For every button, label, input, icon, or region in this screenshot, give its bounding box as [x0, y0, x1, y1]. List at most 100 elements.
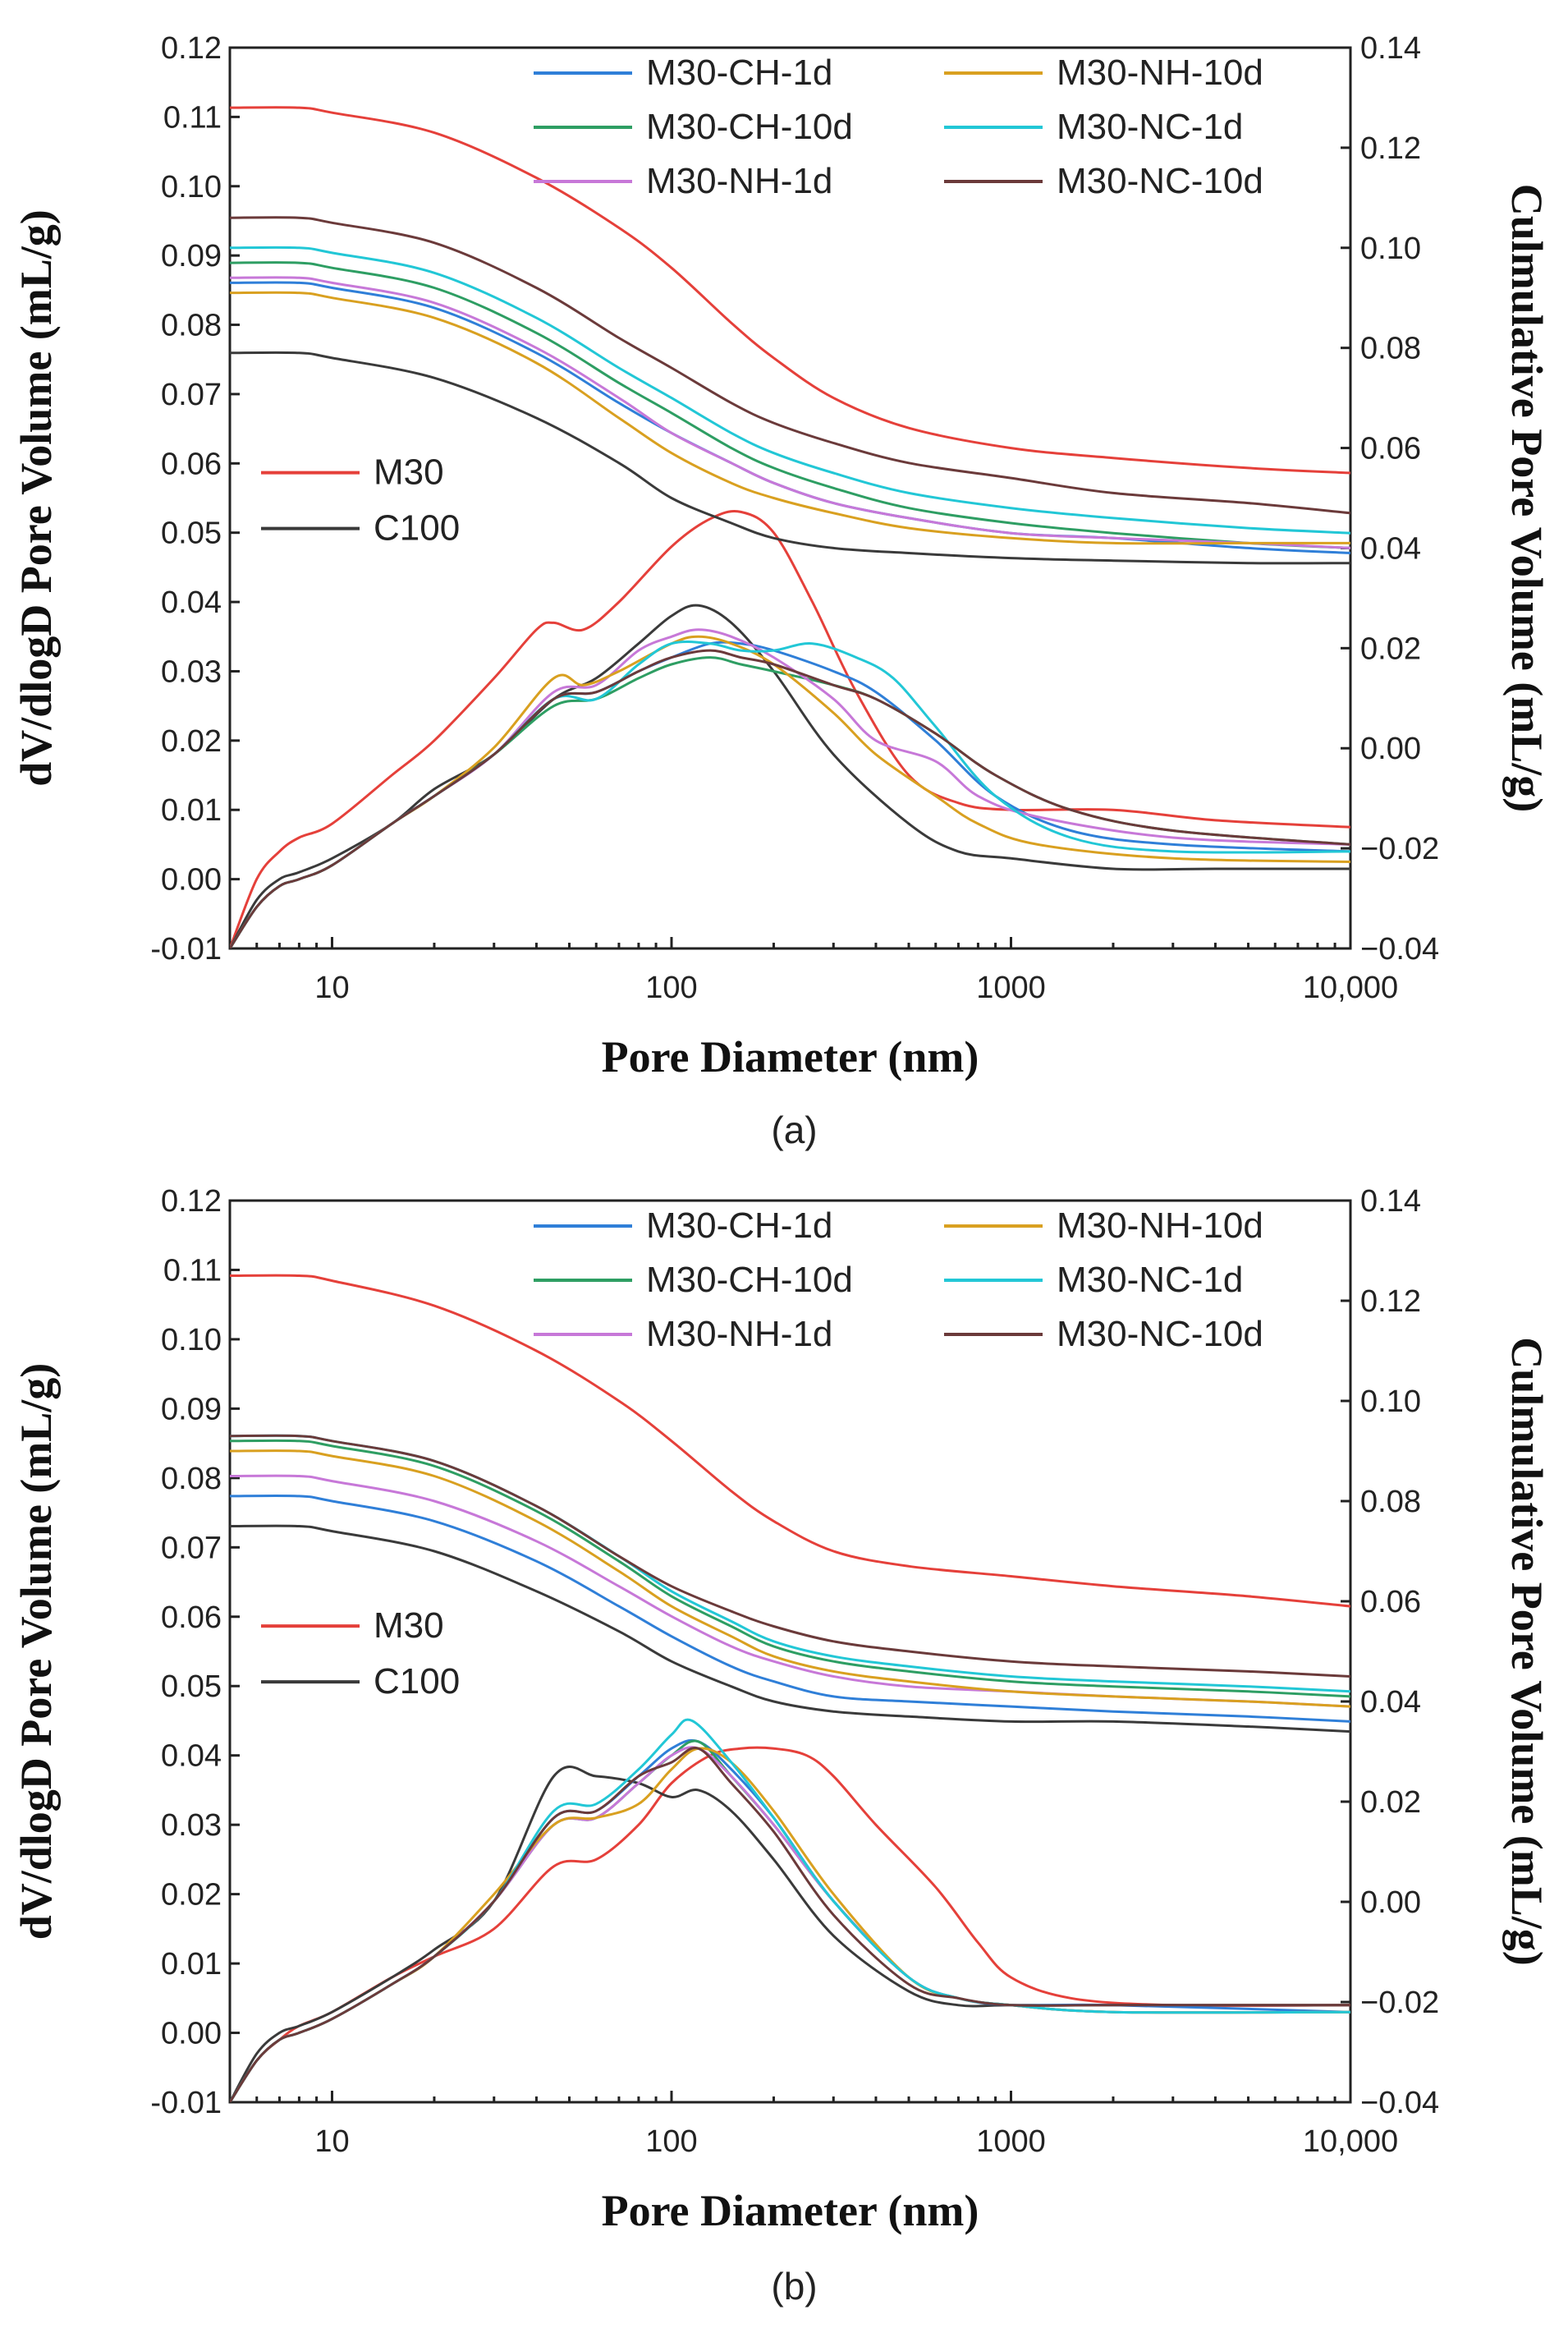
series-line-m30-cumulative [230, 1274, 1350, 1608]
legend-label: M30-NC-1d [1057, 107, 1243, 147]
legend-label: M30-CH-1d [646, 1205, 832, 1246]
y-tick-label: 0.08 [161, 309, 222, 343]
y2-tick-label: −0.02 [1360, 832, 1439, 866]
legend-label: M30-CH-10d [646, 1260, 853, 1300]
legend-label: M30-NH-10d [1057, 53, 1263, 93]
y2-tick-label: 0.10 [1360, 1385, 1421, 1419]
y2-tick-label: −0.02 [1360, 1986, 1439, 2020]
legend-top-right: M30-CH-1d M30-CH-10d M30-NH-1d M30-NH-10d M3… [534, 1205, 1263, 1354]
series-line-m30-nc-10d-dvdlogd [230, 1747, 1350, 2102]
legend-left: M30 C100 [261, 1605, 460, 1701]
y2-tick-label: 0.12 [1360, 131, 1421, 166]
y2-tick-label: 0.00 [1360, 732, 1421, 766]
y-tick-label: 0.09 [161, 239, 222, 273]
y-tick-label: 0.12 [161, 31, 222, 66]
plot-frame [228, 46, 1352, 950]
legend-label: M30-NC-1d [1057, 1260, 1243, 1300]
legend-label: M30-NC-10d [1057, 1314, 1263, 1354]
legend-label: M30-CH-10d [646, 107, 853, 147]
y-tick-label: 0.06 [161, 1600, 222, 1635]
y-tick-label: 0.02 [161, 1878, 222, 1913]
chart-panel-b: -0.01 0.00 0.01 0.02 0.03 0.04 0.05 0.06 0.07 0.0… [11, 1184, 1552, 2308]
legend-label: M30-NH-10d [1057, 1205, 1263, 1246]
y2-tick-label: 0.06 [1360, 1585, 1421, 1619]
series-line-m30-nh-1d-cumulative [230, 276, 1350, 549]
legend-label: C100 [374, 1661, 460, 1701]
y2-tick-label: 0.02 [1360, 1785, 1421, 1820]
y-tick-label: 0.07 [161, 1531, 222, 1565]
y-tick-label: 0.07 [161, 378, 222, 412]
series-line-c100-dvdlogd [230, 1765, 1350, 2102]
y-tick-label: 0.00 [161, 863, 222, 898]
series-line-m30-ch-10d-dvdlogd [230, 1739, 1350, 2102]
y-tick-label: 0.00 [161, 2017, 222, 2051]
y2-tick-label: −0.04 [1360, 2086, 1439, 2120]
y-tick-label: 0.06 [161, 447, 222, 481]
series-line-m30-nh-1d-dvdlogd [230, 1746, 1350, 2102]
series-line-m30-nc-1d-dvdlogd [230, 640, 1350, 948]
y2-tick-label: 0.04 [1360, 531, 1421, 566]
y2-tick-label: 0.02 [1360, 631, 1421, 666]
curves [230, 106, 1350, 948]
x-axis-title: Pore Diameter (nm) [602, 1032, 979, 1081]
legend-label: M30-NH-1d [646, 161, 832, 201]
y-tick-label: -0.01 [150, 2086, 222, 2120]
y-axis-title: dV/dlogD Pore Volume (mL/g) [11, 1363, 61, 1940]
x-axis-title: Pore Diameter (nm) [602, 2186, 979, 2235]
legend-label: M30 [374, 1605, 444, 1646]
y2-tick-label: 0.10 [1360, 232, 1421, 266]
series-line-m30-ch-10d-cumulative [230, 1439, 1350, 1698]
legend-label: M30 [374, 452, 444, 493]
series-line-m30-dvdlogd [230, 510, 1350, 948]
series-line-m30-ch-1d-dvdlogd [230, 1738, 1350, 2102]
series-line-m30-nc-1d-dvdlogd [230, 1718, 1350, 2102]
series-line-m30-cumulative [230, 106, 1350, 475]
y-tick-label: 0.01 [161, 793, 222, 828]
y-tick-label: 0.04 [161, 586, 222, 620]
legend-left: M30 C100 [261, 452, 460, 549]
y2-tick-label: 0.08 [1360, 1485, 1421, 1519]
panel-caption: (b) [771, 2265, 817, 2308]
series-line-m30-dvdlogd [230, 1746, 1350, 2102]
y2-axis-title: Culmulative Pore Volume (mL/g) [1502, 184, 1552, 812]
y-tick-label: 0.03 [161, 1808, 222, 1843]
y-tick-label: 0.11 [163, 100, 222, 135]
y2-tick-label: 0.04 [1360, 1685, 1421, 1720]
y-tick-label: 0.04 [161, 1739, 222, 1774]
series-line-m30-nc-10d-cumulative [230, 216, 1350, 515]
y2-axis-title: Culmulative Pore Volume (mL/g) [1502, 1337, 1552, 1965]
y-tick-label: 0.10 [161, 1323, 222, 1357]
y-tick-label: 0.11 [163, 1253, 222, 1288]
y-tick-label: 0.03 [161, 654, 222, 689]
series-line-m30-nh-10d-cumulative [230, 1449, 1350, 1708]
legend-label: M30-CH-1d [646, 53, 832, 93]
x-tick-label: 10,000 [1303, 971, 1398, 1005]
y-tick-label: 0.05 [161, 1669, 222, 1704]
legend-label: C100 [374, 508, 460, 549]
series-line-m30-ch-10d-cumulative [230, 261, 1350, 549]
series-line-m30-nc-10d-dvdlogd [230, 649, 1350, 948]
panel-caption: (a) [771, 1109, 817, 1151]
y-tick-label: 0.12 [161, 1184, 222, 1219]
y2-tick-label: 0.06 [1360, 432, 1421, 466]
y-tick-label: 0.09 [161, 1392, 222, 1426]
series-line-m30-ch-1d-cumulative [230, 1494, 1350, 1723]
y2-tick-label: −0.04 [1360, 932, 1439, 967]
legend-label: M30-NH-1d [646, 1314, 832, 1354]
series-line-c100-cumulative [230, 351, 1350, 565]
plot-frame [228, 1199, 1352, 2104]
y-axis-title: dV/dlogD Pore Volume (mL/g) [11, 209, 61, 787]
x-tick-label: 10,000 [1303, 2124, 1398, 2159]
series-line-c100-dvdlogd [230, 604, 1350, 948]
y-tick-label: 0.10 [161, 170, 222, 204]
series-line-m30-nc-10d-cumulative [230, 1434, 1350, 1678]
series-line-m30-ch-10d-dvdlogd [230, 656, 1350, 948]
y2-tick-label: 0.12 [1360, 1284, 1421, 1319]
x-tick-label: 100 [645, 2124, 697, 2159]
x-tick-label: 100 [645, 971, 697, 1005]
y2-tick-label: 0.00 [1360, 1885, 1421, 1920]
x-tick-label: 1000 [976, 971, 1046, 1005]
y-tick-label: 0.01 [161, 1947, 222, 1982]
y2-tick-label: 0.14 [1360, 31, 1421, 66]
